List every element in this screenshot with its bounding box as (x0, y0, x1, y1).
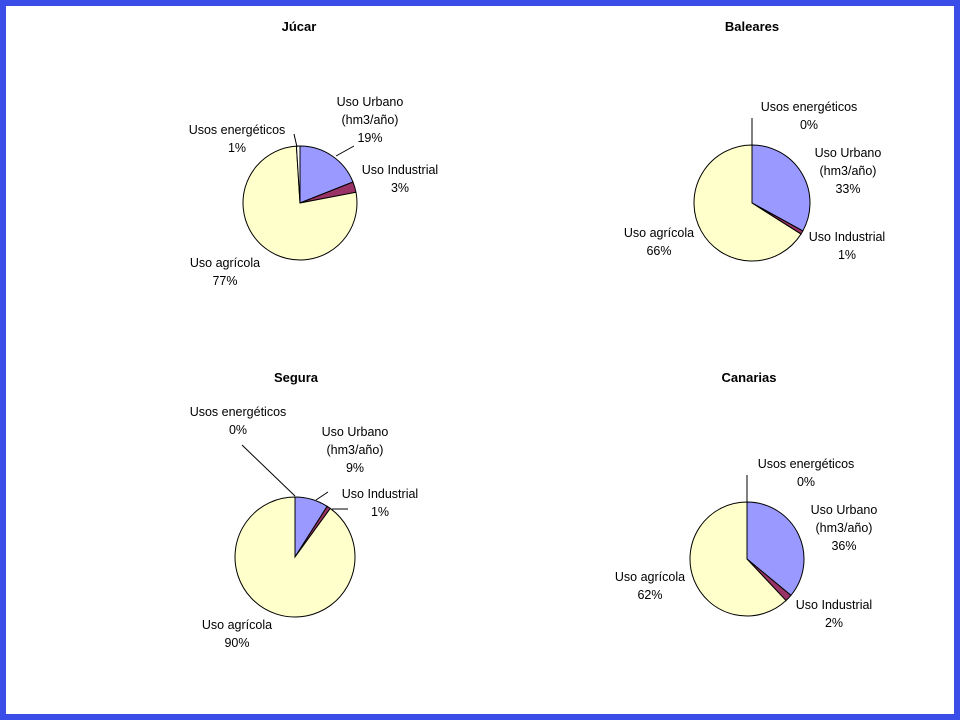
leader-line-uso-urbano (315, 491, 329, 501)
slice-label-uso-urbano: Uso Urbano (hm3/año) 36% (811, 503, 878, 553)
slice-label-uso-agricola: Uso agrícola 90% (202, 618, 272, 650)
slice-label-usos-energeticos: Usos energéticos 1% (189, 123, 286, 155)
chart-title: Júcar (282, 19, 317, 34)
leader-line-usos-energeticos (241, 444, 296, 497)
slice-label-uso-industrial: Uso Industrial 3% (362, 163, 438, 195)
slice-label-uso-industrial: Uso Industrial 1% (809, 230, 885, 262)
pie-chart-3: Segura Uso Urbano (hm3/año) 9% Uso Industria… (190, 370, 419, 650)
slice-label-uso-urbano: Uso Urbano (hm3/año) 9% (322, 425, 389, 475)
slice-label-uso-industrial: Uso Industrial 2% (796, 598, 872, 630)
leader-line-uso-urbano (335, 145, 355, 157)
slice-label-uso-industrial: Uso Industrial 1% (342, 487, 418, 519)
pie-chart-1: Júcar Uso Urbano (hm3/año) 19% Uso Industria… (189, 19, 439, 288)
pie-slice-uso-urbano (746, 501, 805, 597)
pie-charts: Júcar Uso Urbano (hm3/año) 19% Uso Industria… (189, 19, 886, 650)
pie-slice-uso-agricola (693, 144, 802, 262)
leader-line-usos-energeticos (293, 133, 298, 148)
slide-canvas: Júcar Uso Urbano (hm3/año) 19% Uso Industria… (6, 6, 954, 714)
slice-label-uso-urbano: Uso Urbano (hm3/año) 19% (337, 95, 404, 145)
chart-title: Canarias (722, 370, 777, 385)
pie-slice-uso-urbano (299, 145, 354, 204)
slice-label-usos-energeticos: Usos energéticos 0% (761, 100, 858, 132)
slice-label-usos-energeticos: Usos energéticos 0% (190, 405, 287, 437)
pie-slice-uso-urbano (751, 144, 811, 232)
slice-label-uso-agricola: Uso agrícola 66% (624, 226, 694, 258)
slice-label-uso-agricola: Uso agrícola 62% (615, 570, 685, 602)
slice-label-uso-agricola: Uso agrícola 77% (190, 256, 260, 288)
pie-chart-4: Canarias Uso Urbano (hm3/año) 36% Uso Indust… (615, 370, 877, 630)
pie-slice-uso-agricola (689, 501, 787, 617)
slice-label-uso-urbano: Uso Urbano (hm3/año) 33% (815, 146, 882, 196)
chart-title: Baleares (725, 19, 779, 34)
pie-slice-uso-agricola (242, 145, 358, 261)
pie-slice-uso-agricola (234, 496, 356, 618)
slice-label-usos-energeticos: Usos energéticos 0% (758, 457, 855, 489)
chart-title: Segura (274, 370, 319, 385)
pie-chart-2: Baleares Uso Urbano (hm3/año) 33% Uso Indust… (624, 19, 885, 262)
